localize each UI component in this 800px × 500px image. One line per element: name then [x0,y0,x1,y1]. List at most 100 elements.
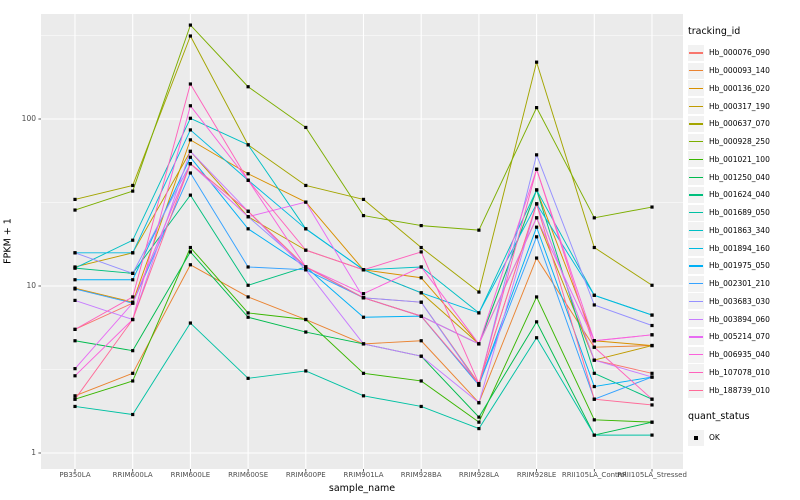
series-color-line-icon [689,389,703,391]
legend-item-Hb_001250_040: Hb_001250_040 [688,168,800,186]
data-point [361,268,366,272]
data-point [246,311,250,315]
data-point [304,227,308,231]
data-point [131,278,135,282]
legend-item-label: Hb_001021_100 [709,154,770,164]
legend-item-label: Hb_000928_250 [709,137,770,147]
series-color-line-icon [689,194,703,196]
legend-key-swatch [688,80,704,97]
series-color-line-icon [689,283,703,285]
data-point [304,125,308,130]
data-point [361,315,366,319]
data-point [131,371,135,375]
data-point [535,202,539,206]
legend-item-label: Hb_006935_040 [709,350,770,360]
data-point [650,420,654,424]
legend-item-Hb_006935_040: Hb_006935_040 [688,346,800,364]
legend-item-label: Hb_003683_030 [709,296,770,306]
y-tick-label: 10 [26,281,36,290]
data-point [188,138,192,142]
plot-panel [41,14,683,469]
data-point [477,382,481,386]
legend-title-quant-status: quant_status [688,411,750,422]
data-point [246,215,250,219]
legend-key-swatch [688,204,704,221]
data-point [361,394,366,398]
data-point [246,209,250,213]
legend-item-Hb_001624_040: Hb_001624_040 [688,186,800,204]
legend-item-label: Hb_003894_060 [709,314,770,324]
legend-key-swatch [688,186,704,203]
series-color-line-icon [689,52,703,54]
series-color-line-icon [689,300,703,303]
data-point [188,149,192,153]
legend-item-Hb_000136_020: Hb_000136_020 [688,80,800,98]
data-point [304,265,308,269]
data-point [419,339,423,343]
data-point [592,371,596,375]
data-point [73,404,77,409]
data-point [131,349,135,353]
data-point [419,250,423,254]
data-point [304,317,308,322]
data-point [592,293,596,297]
legend-item-label: Hb_001250_040 [709,172,770,182]
y-tick-label: 100 [21,114,36,123]
x-tick-label: RRIM600LA [112,471,153,479]
legend-key-swatch [688,115,704,132]
data-point [419,223,423,228]
data-point [73,367,77,371]
legend-item-Hb_001689_050: Hb_001689_050 [688,204,800,222]
data-point [246,227,250,231]
x-tick-label: RRIM600PE [285,471,326,479]
data-point [246,376,250,380]
series-color-line-icon [689,354,703,356]
legend-key-swatch [688,62,704,79]
data-point [592,303,596,307]
data-point [73,397,77,401]
data-point [477,420,481,424]
data-point [188,250,192,254]
data-point [535,216,539,220]
data-point [361,197,366,202]
legend-item-label: Hb_000637_070 [709,119,770,129]
data-point [477,415,481,419]
data-point [73,251,77,255]
x-tick-label: RRIM928BA [400,471,442,479]
legend-item-label: Hb_188739_010 [709,385,770,395]
legend-quant-status-block: quant_status OK [688,411,800,447]
series-color-line-icon [689,318,703,320]
data-point [477,228,481,232]
data-point [650,371,654,375]
data-point [73,327,77,331]
data-point [131,317,135,322]
data-point [131,412,135,417]
legend-item-Hb_188739_010: Hb_188739_010 [688,381,800,399]
data-point [188,34,192,38]
legend-item-Hb_003683_030: Hb_003683_030 [688,293,800,311]
series-color-line-icon [689,212,703,214]
data-point [419,314,423,318]
data-point [477,401,481,405]
legend-title-tracking-id: tracking_id [688,26,741,37]
data-point [535,336,539,340]
data-point [188,82,192,86]
legend-item-Hb_000317_190: Hb_000317_190 [688,97,800,115]
data-point [535,256,539,260]
data-point [246,265,250,269]
legend-key-swatch [688,382,704,399]
legend-key-swatch [688,98,704,115]
data-point [188,116,192,120]
data-point [650,323,654,328]
data-point [131,183,135,188]
data-point [419,276,423,280]
legend-item-label: Hb_001689_050 [709,208,770,218]
x-tick-label: RRIM600LE [170,471,211,479]
black-square-point-icon [694,435,698,440]
data-point [188,321,192,325]
y-tick-label: 1 [31,448,36,457]
series-color-line-icon [689,265,703,267]
legend-item-Hb_001863_340: Hb_001863_340 [688,222,800,240]
data-point [246,295,250,299]
data-point [477,290,481,294]
